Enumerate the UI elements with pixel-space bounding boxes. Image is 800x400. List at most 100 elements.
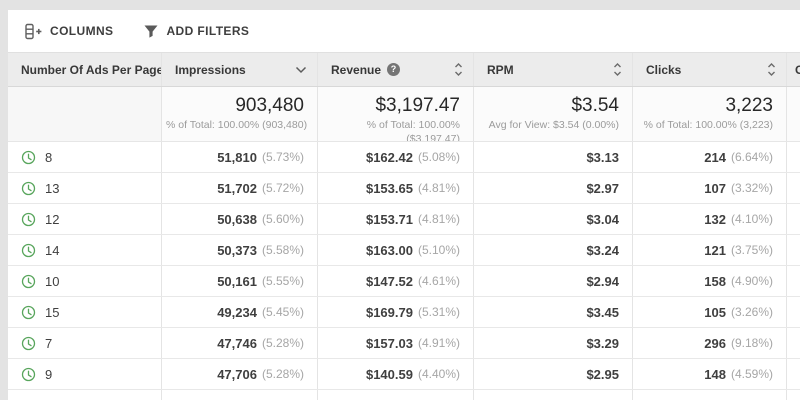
impressions-value: 47,706 <box>217 366 257 382</box>
analytics-table: Number Of Ads Per Page Impressions Re <box>8 52 800 400</box>
help-icon[interactable]: ? <box>387 63 401 76</box>
revenue-percent: (4.91%) <box>417 336 460 350</box>
rpm-value: $3.04 <box>586 211 619 227</box>
revenue-percent: (4.81%) <box>417 212 460 226</box>
impressions-value: 51,810 <box>217 149 257 165</box>
column-header-label: Impressions <box>175 62 246 77</box>
clicks-value: 121 <box>704 242 726 258</box>
summary-impressions-value: 903,480 <box>235 95 304 116</box>
summary-impressions-cell: 903,480 % of Total: 100.00% (903,480) <box>162 87 318 141</box>
impressions-cell: 51,702 (5.72%) <box>162 173 318 203</box>
clicks-percent: (4.10%) <box>730 212 773 226</box>
table-row: 8 51,810 (5.73%) $162.42 (5.08%) $3.13 2… <box>8 142 800 173</box>
summary-revenue-cell: $3,197.47 % of Total: 100.00% ($3,197.47… <box>318 87 474 141</box>
clock-icon <box>21 305 36 320</box>
add-filters-button[interactable]: ADD FILTERS <box>141 19 251 43</box>
impressions-value: 47,746 <box>217 335 257 351</box>
sort-carets-icon <box>767 62 776 77</box>
summary-truncated-cell <box>787 87 800 141</box>
column-header-truncated[interactable]: C <box>787 53 800 86</box>
impressions-cell: 47,746 (5.28%) <box>162 328 318 358</box>
summary-impressions-subtext: % of Total: 100.00% (903,480) <box>166 119 308 131</box>
columns-icon <box>24 23 43 40</box>
ads-per-page-value: 9 <box>45 366 53 382</box>
clock-icon <box>21 150 36 165</box>
column-header-clicks[interactable]: Clicks <box>633 53 787 86</box>
summary-revenue-value: $3,197.47 <box>375 95 460 116</box>
partial-next-row <box>8 390 800 400</box>
clock-icon <box>21 274 36 289</box>
clicks-value: 158 <box>704 273 726 289</box>
impressions-cell: 50,161 (5.55%) <box>162 266 318 296</box>
revenue-cell: $153.71 (4.81%) <box>318 204 474 234</box>
columns-button-label: COLUMNS <box>50 24 114 38</box>
revenue-percent: (5.31%) <box>417 305 460 319</box>
truncated-cell <box>787 328 800 358</box>
revenue-cell: $169.79 (5.31%) <box>318 297 474 327</box>
clicks-cell: 148 (4.59%) <box>633 359 787 389</box>
column-header-label: C <box>795 62 800 77</box>
columns-button[interactable]: COLUMNS <box>22 19 115 44</box>
ads-per-page-value: 13 <box>45 180 60 196</box>
clicks-percent: (3.26%) <box>730 305 773 319</box>
summary-rpm-subtext: Avg for View: $3.54 (0.00%) <box>488 119 619 131</box>
rpm-cell: $2.97 <box>474 173 633 203</box>
summary-rpm-cell: $3.54 Avg for View: $3.54 (0.00%) <box>474 87 633 141</box>
truncated-cell <box>787 204 800 234</box>
rpm-value: $3.13 <box>586 149 619 165</box>
table-row: 9 47,706 (5.28%) $140.59 (4.40%) $2.95 1… <box>8 359 800 390</box>
summary-dimension-cell <box>8 87 162 141</box>
clicks-percent: (3.32%) <box>730 181 773 195</box>
dimension-cell: 7 <box>8 328 162 358</box>
column-header-rpm[interactable]: RPM <box>474 53 633 86</box>
column-header-label: Number Of Ads Per Page <box>21 62 162 77</box>
summary-revenue-subtext: % of Total: 100.00% ($3,197.47) <box>366 119 460 141</box>
summary-rpm-value: $3.54 <box>571 95 619 116</box>
rpm-cell: $3.13 <box>474 142 633 172</box>
revenue-percent: (4.81%) <box>417 181 460 195</box>
revenue-value: $153.71 <box>365 211 413 227</box>
revenue-cell: $147.52 (4.61%) <box>318 266 474 296</box>
rpm-cell: $3.04 <box>474 204 633 234</box>
impressions-percent: (5.28%) <box>261 336 304 350</box>
column-header-number-of-ads-per-page[interactable]: Number Of Ads Per Page <box>8 53 162 86</box>
revenue-value: $140.59 <box>365 366 413 382</box>
table-row: 15 49,234 (5.45%) $169.79 (5.31%) $3.45 … <box>8 297 800 328</box>
impressions-percent: (5.58%) <box>261 243 304 257</box>
rpm-value: $3.29 <box>586 335 619 351</box>
ads-per-page-value: 7 <box>45 335 53 351</box>
rpm-value: $3.24 <box>586 242 619 258</box>
clock-icon <box>21 336 36 351</box>
column-header-label: Clicks <box>646 62 682 77</box>
impressions-cell: 50,373 (5.58%) <box>162 235 318 265</box>
clicks-cell: 121 (3.75%) <box>633 235 787 265</box>
rpm-value: $3.45 <box>586 304 619 320</box>
revenue-value: $153.65 <box>365 180 413 196</box>
report-card: COLUMNS ADD FILTERS Number Of Ads Per Pa… <box>8 10 800 400</box>
clicks-value: 148 <box>704 366 726 382</box>
ads-per-page-value: 15 <box>45 304 60 320</box>
revenue-cell: $153.65 (4.81%) <box>318 173 474 203</box>
table-row: 12 50,638 (5.60%) $153.71 (4.81%) $3.04 … <box>8 204 800 235</box>
clicks-cell: 132 (4.10%) <box>633 204 787 234</box>
revenue-percent: (5.08%) <box>417 150 460 164</box>
clock-icon <box>21 181 36 196</box>
ads-per-page-value: 10 <box>45 273 60 289</box>
dimension-cell: 8 <box>8 142 162 172</box>
table-row: 7 47,746 (5.28%) $157.03 (4.91%) $3.29 2… <box>8 328 800 359</box>
clicks-value: 105 <box>704 304 726 320</box>
revenue-value: $169.79 <box>365 304 413 320</box>
revenue-cell: $163.00 (5.10%) <box>318 235 474 265</box>
clock-icon <box>21 367 36 382</box>
clicks-percent: (4.59%) <box>730 367 773 381</box>
revenue-percent: (4.40%) <box>417 367 460 381</box>
table-row: 10 50,161 (5.55%) $147.52 (4.61%) $2.94 … <box>8 266 800 297</box>
revenue-cell: $162.42 (5.08%) <box>318 142 474 172</box>
column-header-revenue[interactable]: Revenue ? <box>318 53 474 86</box>
column-header-impressions[interactable]: Impressions <box>162 53 318 86</box>
clicks-cell: 296 (9.18%) <box>633 328 787 358</box>
summary-clicks-cell: 3,223 % of Total: 100.00% (3,223) <box>633 87 787 141</box>
impressions-cell: 49,234 (5.45%) <box>162 297 318 327</box>
impressions-percent: (5.55%) <box>261 274 304 288</box>
impressions-cell: 50,638 (5.60%) <box>162 204 318 234</box>
